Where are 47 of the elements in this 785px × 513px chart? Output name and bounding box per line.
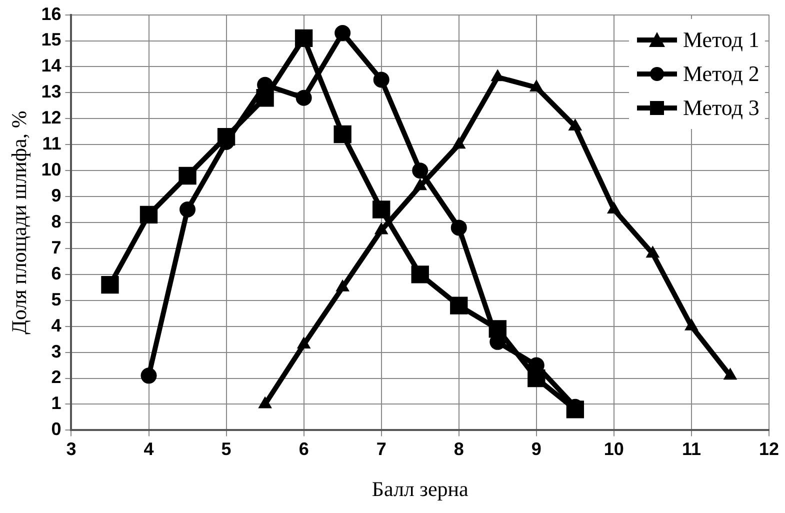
point bbox=[334, 125, 352, 144]
y-tick-label: 2 bbox=[51, 367, 62, 388]
y-tick-label: 15 bbox=[41, 30, 62, 50]
point bbox=[450, 296, 468, 314]
point bbox=[411, 266, 429, 284]
x-tick-label: 12 bbox=[758, 438, 780, 459]
point bbox=[140, 368, 157, 384]
point bbox=[180, 202, 196, 218]
y-tick-label: 13 bbox=[41, 82, 62, 102]
point bbox=[294, 29, 313, 48]
y-tick-label: 14 bbox=[41, 56, 62, 76]
point bbox=[296, 90, 312, 106]
y-tick-label: 10 bbox=[41, 160, 62, 180]
x-tick-label: 5 bbox=[221, 438, 232, 459]
y-tick-label: 7 bbox=[51, 237, 62, 258]
point bbox=[140, 206, 158, 224]
x-tick-label: 4 bbox=[144, 438, 154, 459]
y-axis-title: Доля площади шлифа, % bbox=[7, 110, 32, 334]
y-tick-label: 1 bbox=[51, 393, 62, 414]
x-tick-label: 8 bbox=[454, 438, 464, 459]
y-tick-label: 3 bbox=[51, 341, 62, 362]
y-tick-label: 8 bbox=[51, 211, 62, 232]
point bbox=[412, 162, 428, 179]
point bbox=[373, 72, 390, 88]
point bbox=[178, 166, 196, 185]
y-tick-label: 12 bbox=[41, 108, 62, 128]
legend-label: Метод 2 bbox=[683, 60, 760, 88]
y-tick-label: 9 bbox=[51, 186, 62, 206]
x-tick-label: 6 bbox=[298, 438, 309, 459]
legend-label: Метод 1 bbox=[683, 26, 760, 54]
point bbox=[372, 200, 390, 218]
y-tick-label: 6 bbox=[51, 263, 62, 284]
x-tick-label: 11 bbox=[682, 438, 701, 459]
x-tick-label: 3 bbox=[66, 438, 76, 459]
legend-label: Метод 3 bbox=[683, 94, 760, 122]
y-tick-label: 16 bbox=[41, 4, 62, 24]
x-tick-label: 10 bbox=[604, 438, 624, 459]
x-axis-title: Балл зерна bbox=[372, 476, 470, 501]
y-tick-label: 0 bbox=[51, 419, 62, 440]
point bbox=[101, 276, 119, 294]
x-tick-label: 7 bbox=[376, 438, 386, 459]
point bbox=[334, 24, 351, 41]
y-tick-label: 5 bbox=[51, 289, 62, 310]
x-tick-label: 9 bbox=[531, 438, 542, 459]
point bbox=[450, 220, 467, 236]
y-tick-label: 11 bbox=[42, 134, 62, 154]
y-tick-label: 4 bbox=[51, 315, 62, 336]
